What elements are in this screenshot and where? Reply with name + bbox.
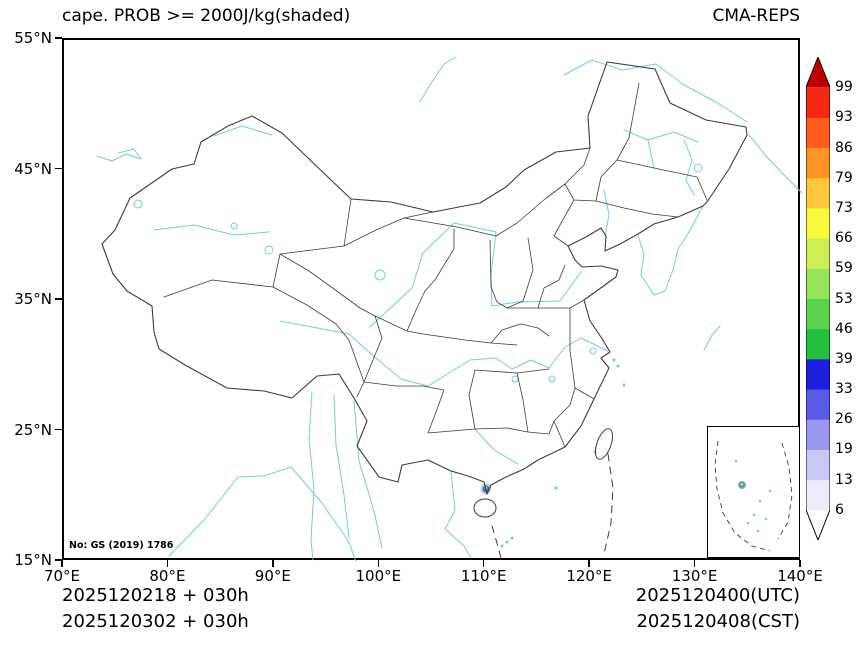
taiwan-island [594,428,614,460]
page-title: cape. PROB >= 2000J/kg(shaded) [62,6,351,26]
colorbar-segment [806,449,830,481]
x-axis-tick [588,560,590,567]
init-time-cst: 2025120302 + 030h [62,611,249,632]
y-axis-tick [55,428,62,431]
nine-dash-line [491,453,614,559]
valid-time-utc: 2025120400(UTC) [635,585,800,606]
map-note: No: GS (2019) 1786 [68,540,175,551]
colorbar-segment [806,268,830,299]
colorbar-segment [806,358,830,390]
colorbar [806,57,830,540]
map-frame: No: GS (2019) 1786 [62,38,802,562]
small-islands [500,358,626,548]
colorbar-segment [806,207,830,239]
colorbar-tick-label: 53 [835,290,853,307]
colorbar-segment [806,298,830,330]
hainan-island [473,498,497,518]
colorbar-tick-label: 73 [835,199,853,216]
y-axis-label: 55°N [14,29,52,47]
init-time-utc: 2025120218 + 030h [62,585,249,606]
x-axis-label: 70°E [43,567,81,585]
colorbar-tick-label: 46 [835,320,853,337]
colorbar-segment [806,328,830,360]
province-borders [163,82,708,448]
y-axis-tick [55,559,62,561]
y-axis-tick [55,37,62,39]
x-axis-tick [272,560,274,567]
colorbar-tick-label: 86 [835,139,853,156]
colorbar-tick-label: 6 [835,501,844,518]
colorbar-tick-label: 13 [835,471,853,488]
south-china-sea-inset [707,426,800,558]
colorbar-segment [806,57,830,88]
x-axis-label: 110°E [460,567,507,585]
colorbar-tick-label: 59 [835,260,853,277]
x-axis-label: 130°E [671,567,718,585]
colorbar-tick-label: 99 [835,79,853,96]
colorbar-tick-label: 33 [835,381,853,398]
colorbar-segment [806,147,830,179]
water-features-layer [96,56,802,562]
colorbar-tick-label: 93 [835,109,853,126]
x-axis-tick [166,560,169,567]
colorbar-segment [806,509,830,540]
colorbar-tick-label: 79 [835,169,853,186]
colorbar-tick-label: 66 [835,230,853,247]
x-axis-tick [377,560,379,567]
colorbar-segment [806,389,830,420]
y-axis-tick [55,167,62,170]
inset-canvas [714,440,793,552]
colorbar-segment [806,479,830,511]
yellow-river [369,222,582,328]
x-axis-label: 120°E [566,567,612,585]
y-axis-label: 15°N [14,551,52,569]
colorbar-labels: 6 13 19 26 33 39 46 53 59 66 73 79 86 93 99 [835,57,860,540]
x-axis-label: 140°E [777,567,823,585]
x-axis-label: 80°E [149,567,186,585]
y-axis-label: 25°N [14,420,52,439]
inset-shaded-spot [738,481,746,489]
pearl-river [474,428,519,465]
x-axis-tick [799,560,801,567]
y-axis-tick [55,298,62,300]
inset-islands [734,459,772,533]
colorbar-tick-label: 39 [835,350,853,367]
x-axis-tick [693,560,696,567]
x-axis-label: 90°E [254,567,291,585]
lakes [133,163,703,383]
china-national-border [101,61,748,495]
y-axis-label: 45°N [14,159,52,178]
colorbar-tick-label: 19 [835,441,853,458]
inset-nine-dash-line [714,440,793,552]
x-axis-label: 100°E [355,567,402,585]
political-borders-layer [101,61,748,559]
colorbar-segment [806,238,830,269]
x-axis-tick [483,560,485,567]
colorbar-segment [806,177,830,209]
y-axis-label: 35°N [14,290,52,308]
model-label: CMA-REPS [712,6,800,26]
colorbar-segment [806,117,830,149]
valid-time-cst: 2025120408(CST) [636,611,800,632]
foreign-coastlines [168,134,802,562]
northern-rivers [96,56,748,237]
colorbar-segment [806,419,830,450]
colorbar-segment [806,87,830,118]
map-canvas [96,56,802,562]
x-axis-tick [61,560,63,567]
colorbar-tick-label: 26 [835,411,853,428]
southwest-rivers [308,391,383,561]
yangtze-river [279,320,609,387]
